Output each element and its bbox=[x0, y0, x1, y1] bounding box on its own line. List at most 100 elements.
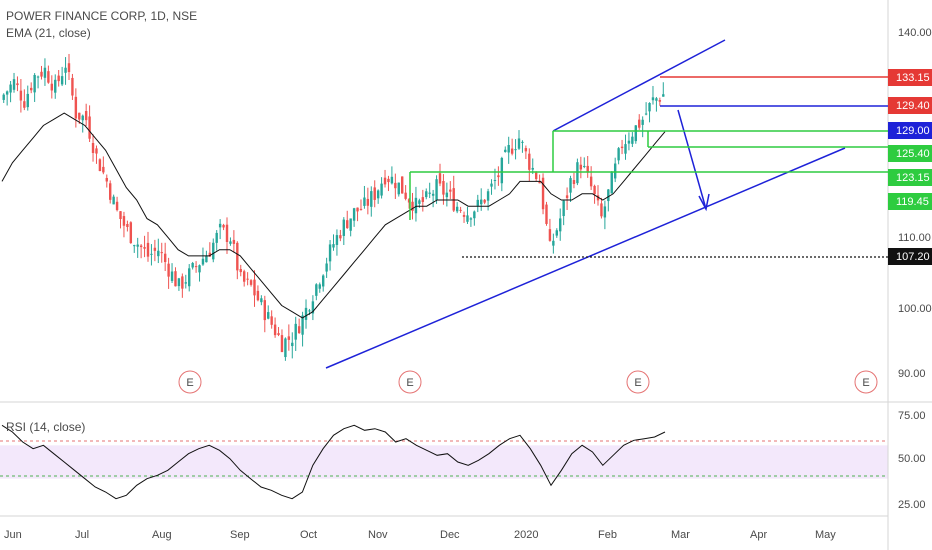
candle[interactable] bbox=[54, 79, 57, 93]
candle[interactable] bbox=[552, 240, 555, 246]
candle[interactable] bbox=[201, 258, 205, 265]
candle[interactable] bbox=[263, 300, 266, 321]
candle[interactable] bbox=[366, 198, 370, 206]
candle[interactable] bbox=[33, 74, 36, 93]
candle[interactable] bbox=[627, 140, 631, 144]
candle[interactable] bbox=[469, 218, 473, 220]
candle[interactable] bbox=[81, 115, 84, 121]
candle[interactable] bbox=[613, 163, 617, 179]
candle[interactable] bbox=[150, 253, 153, 255]
candle[interactable] bbox=[91, 142, 95, 153]
candle[interactable] bbox=[311, 301, 315, 314]
candle[interactable] bbox=[603, 206, 607, 218]
candle[interactable] bbox=[218, 223, 222, 228]
candle[interactable] bbox=[466, 215, 469, 222]
candle[interactable] bbox=[411, 201, 414, 211]
candle[interactable] bbox=[47, 71, 50, 83]
candle[interactable] bbox=[390, 176, 394, 184]
candle[interactable] bbox=[510, 148, 514, 154]
candle[interactable] bbox=[212, 242, 215, 260]
candle[interactable] bbox=[267, 312, 270, 319]
candle[interactable] bbox=[438, 173, 442, 184]
candle[interactable] bbox=[170, 271, 174, 281]
candle[interactable] bbox=[122, 216, 126, 226]
candle[interactable] bbox=[428, 192, 431, 194]
candle[interactable] bbox=[167, 263, 170, 277]
candle[interactable] bbox=[435, 179, 438, 200]
candle[interactable] bbox=[528, 153, 531, 170]
candle[interactable] bbox=[335, 235, 339, 245]
candle[interactable] bbox=[95, 148, 98, 154]
candle[interactable] bbox=[562, 200, 565, 217]
candle[interactable] bbox=[497, 175, 500, 178]
candle[interactable] bbox=[43, 67, 47, 78]
candle[interactable] bbox=[98, 159, 102, 171]
candle[interactable] bbox=[569, 178, 572, 193]
candle[interactable] bbox=[249, 280, 253, 285]
candle[interactable] bbox=[559, 218, 562, 232]
candle[interactable] bbox=[67, 63, 71, 73]
candle[interactable] bbox=[60, 76, 64, 85]
candle[interactable] bbox=[620, 146, 624, 149]
candle[interactable] bbox=[504, 149, 507, 152]
candle[interactable] bbox=[5, 91, 9, 95]
candle[interactable] bbox=[342, 219, 346, 236]
candle[interactable] bbox=[655, 98, 658, 101]
candle[interactable] bbox=[256, 290, 260, 301]
candle[interactable] bbox=[50, 83, 54, 91]
candle[interactable] bbox=[339, 235, 342, 239]
candle[interactable] bbox=[119, 211, 122, 220]
candle[interactable] bbox=[521, 141, 524, 143]
earnings-marker[interactable]: E bbox=[854, 370, 878, 394]
candle[interactable] bbox=[188, 268, 191, 287]
candle[interactable] bbox=[579, 164, 583, 170]
candle[interactable] bbox=[246, 278, 249, 280]
candle[interactable] bbox=[225, 224, 229, 242]
candle[interactable] bbox=[321, 275, 325, 287]
candle[interactable] bbox=[514, 149, 517, 151]
candle[interactable] bbox=[9, 84, 12, 93]
candle[interactable] bbox=[370, 191, 373, 207]
candle[interactable] bbox=[198, 265, 201, 273]
candle[interactable] bbox=[517, 138, 521, 149]
candle[interactable] bbox=[126, 224, 129, 227]
candle[interactable] bbox=[133, 245, 136, 247]
candle[interactable] bbox=[153, 247, 157, 251]
candle[interactable] bbox=[270, 316, 273, 325]
candle[interactable] bbox=[404, 192, 407, 199]
candle[interactable] bbox=[455, 206, 459, 212]
candle[interactable] bbox=[507, 145, 510, 153]
candle[interactable] bbox=[631, 136, 634, 144]
candle[interactable] bbox=[425, 191, 428, 198]
candle[interactable] bbox=[208, 252, 212, 257]
candle[interactable] bbox=[19, 90, 23, 101]
candle[interactable] bbox=[174, 271, 177, 287]
candle[interactable] bbox=[229, 241, 232, 244]
candle[interactable] bbox=[184, 282, 187, 284]
candle[interactable] bbox=[531, 167, 534, 170]
candle[interactable] bbox=[273, 324, 277, 336]
candle[interactable] bbox=[301, 315, 304, 335]
candle[interactable] bbox=[157, 250, 160, 257]
candle[interactable] bbox=[12, 79, 16, 90]
candle[interactable] bbox=[394, 182, 397, 189]
candle[interactable] bbox=[624, 144, 627, 154]
candle[interactable] bbox=[239, 269, 242, 273]
candle[interactable] bbox=[401, 176, 404, 194]
candle[interactable] bbox=[524, 148, 528, 152]
candle[interactable] bbox=[490, 183, 493, 187]
candle[interactable] bbox=[545, 204, 548, 224]
candle[interactable] bbox=[163, 253, 167, 263]
candle[interactable] bbox=[555, 230, 558, 236]
candle[interactable] bbox=[177, 278, 181, 287]
candle[interactable] bbox=[308, 310, 311, 312]
candle[interactable] bbox=[483, 199, 486, 203]
candle[interactable] bbox=[284, 338, 287, 358]
candle[interactable] bbox=[617, 148, 620, 161]
candle[interactable] bbox=[387, 178, 390, 183]
candle[interactable] bbox=[242, 271, 246, 282]
candle[interactable] bbox=[548, 229, 552, 241]
candle[interactable] bbox=[634, 125, 638, 142]
candle[interactable] bbox=[105, 177, 108, 182]
candle[interactable] bbox=[346, 220, 349, 229]
